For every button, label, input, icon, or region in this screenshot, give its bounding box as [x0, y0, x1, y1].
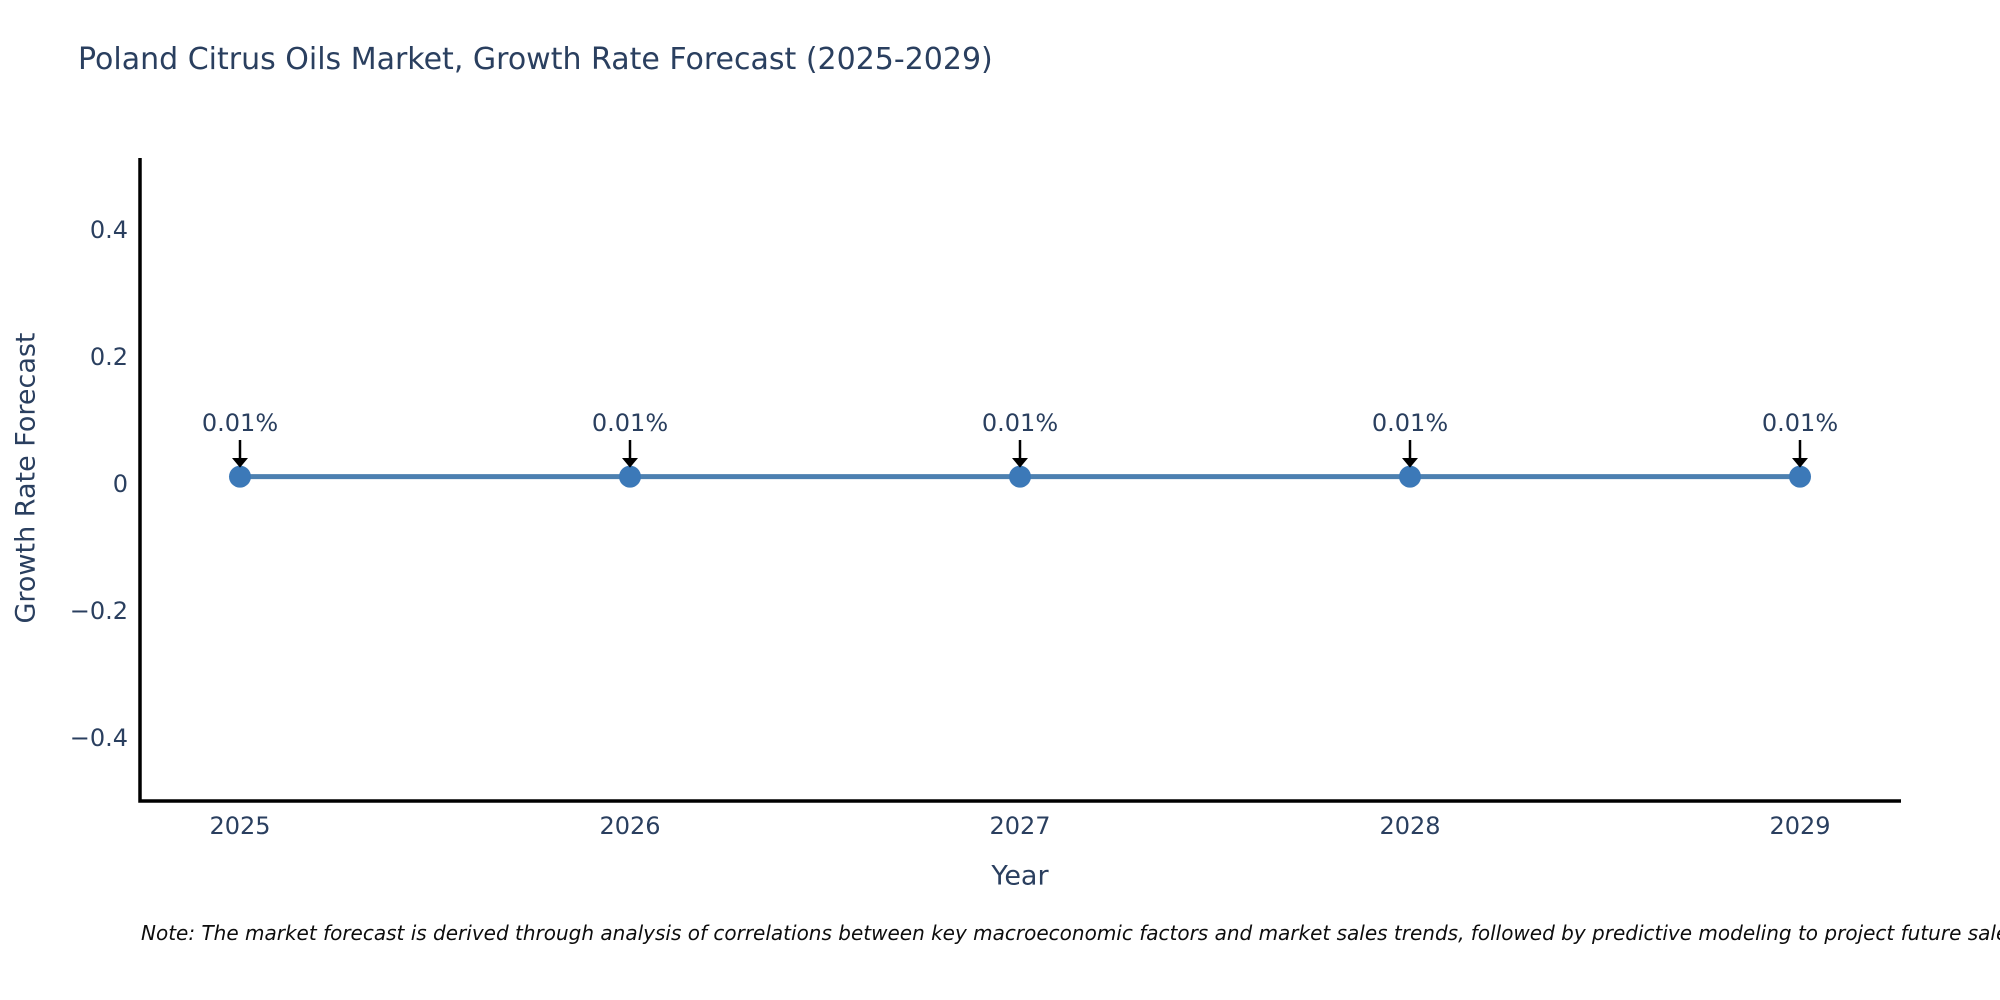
point-annotation-label: 0.01% [1762, 409, 1838, 437]
annotation-arrow-head [232, 458, 248, 468]
point-annotation-label: 0.01% [1372, 409, 1448, 437]
data-point-marker [1399, 465, 1421, 488]
y-tick-label: 0.2 [90, 343, 128, 371]
x-tick-label: 2027 [989, 812, 1050, 840]
x-tick-label: 2025 [209, 812, 270, 840]
point-annotation-label: 0.01% [982, 409, 1058, 437]
axis-spines [138, 158, 1901, 803]
y-tick-label: 0 [113, 470, 128, 498]
annotation-arrow-head [1792, 458, 1808, 468]
point-annotation-label: 0.01% [202, 409, 278, 437]
chart-title: Poland Citrus Oils Market, Growth Rate F… [78, 42, 993, 77]
point-annotation-label: 0.01% [592, 409, 668, 437]
annotation-arrow-head [1012, 458, 1028, 468]
x-tick-label: 2026 [599, 812, 660, 840]
annotation-arrow-head [1402, 458, 1418, 468]
footnote-text: Note: The market forecast is derived thr… [141, 921, 2000, 945]
data-point-marker [619, 465, 641, 488]
data-point-marker [1009, 465, 1031, 488]
x-tick-label: 2029 [1769, 812, 1830, 840]
y-tick-label: −0.4 [70, 724, 128, 752]
data-point-marker [1789, 465, 1811, 488]
x-tick-label: 2028 [1379, 812, 1440, 840]
annotation-arrow-head [622, 458, 638, 468]
y-tick-label: 0.4 [90, 216, 128, 244]
y-tick-label: −0.2 [70, 597, 128, 625]
x-axis-label: Year [991, 860, 1049, 892]
data-point-marker [229, 465, 251, 488]
